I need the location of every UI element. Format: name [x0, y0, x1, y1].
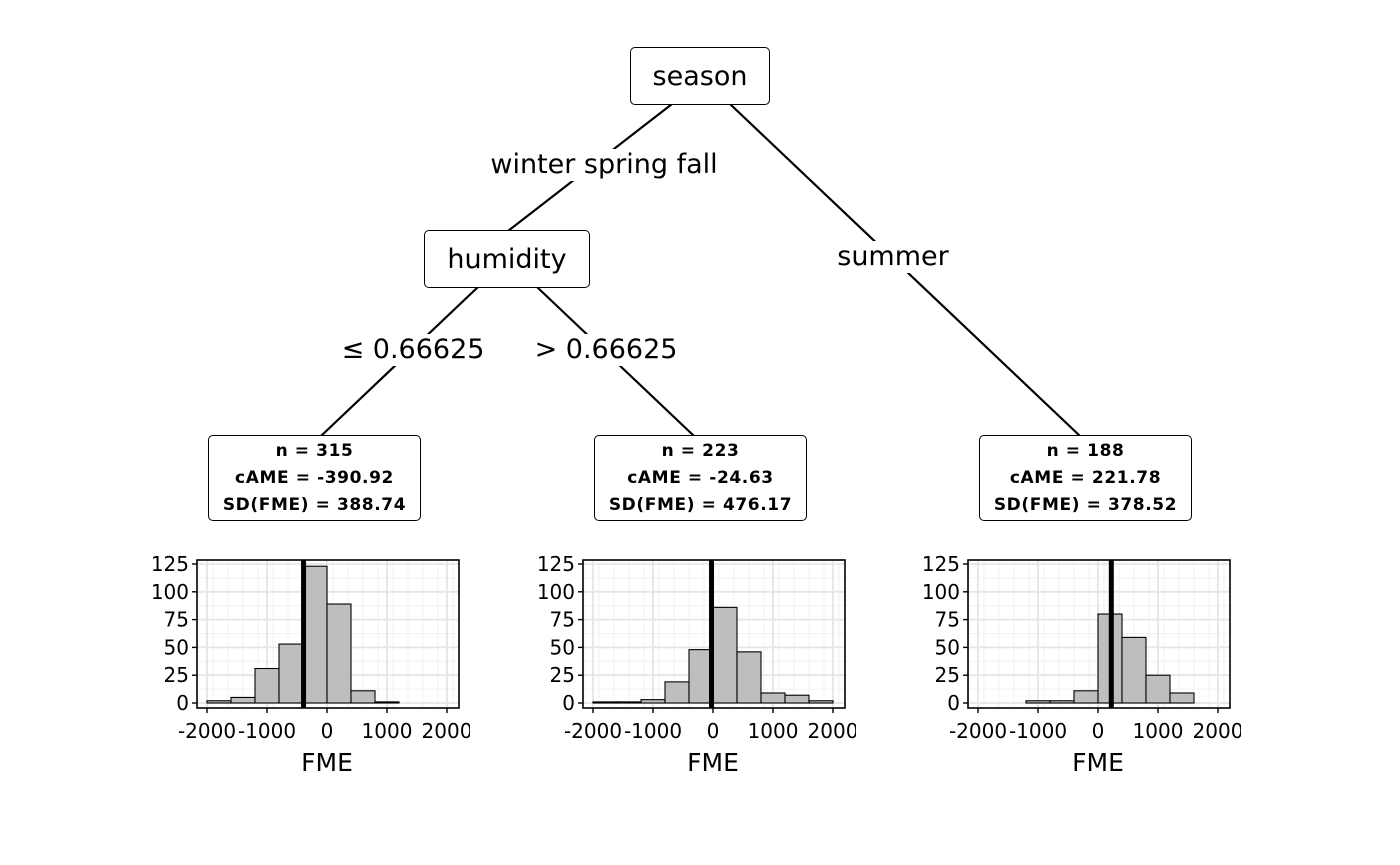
- leaf-n: n = 315: [275, 440, 354, 461]
- y-tick-label: 100: [922, 580, 960, 604]
- y-tick-label: 50: [164, 635, 189, 659]
- histogram-leaf-2: 0 25 50 75 100 125 -2000 -1000 0 1000 2000 FME: [537, 552, 856, 777]
- edge-label-summer: summer: [834, 241, 952, 273]
- y-tick-label: 25: [550, 663, 575, 687]
- x-tick-label: 2000: [1193, 719, 1241, 743]
- histogram-bar: [1073, 690, 1099, 704]
- root-node-season: season: [630, 47, 770, 105]
- histogram-bar: [1169, 692, 1195, 704]
- histogram-bar: [664, 681, 690, 704]
- histogram-bar: [1025, 700, 1051, 704]
- y-tick-label: 75: [550, 608, 575, 632]
- histogram-bar: [784, 694, 810, 704]
- y-tick-label: 0: [562, 691, 575, 715]
- leaf-box-3: n = 188 cAME = 221.78 SD(FME) = 378.52: [979, 435, 1192, 521]
- x-tick-label: 1000: [1133, 719, 1184, 743]
- leaf-came: cAME = -24.63: [627, 467, 774, 488]
- root-node-label: season: [652, 60, 748, 92]
- leaf-n: n = 223: [661, 440, 740, 461]
- x-axis-label: FME: [687, 748, 739, 777]
- histogram-bar: [1145, 674, 1171, 704]
- edge-label-humidity-le: ≤ 0.66625: [338, 334, 488, 366]
- x-tick-label: -2000: [178, 719, 236, 743]
- panel-border: [582, 559, 846, 709]
- leaf-box-2: n = 223 cAME = -24.63 SD(FME) = 476.17: [594, 435, 807, 521]
- x-axis-label: FME: [1072, 748, 1124, 777]
- histogram-bar: [640, 699, 666, 704]
- x-tick-label: -1000: [624, 719, 682, 743]
- histogram-bar: [230, 696, 256, 704]
- panel-border: [196, 559, 460, 709]
- x-tick-label: -2000: [564, 719, 622, 743]
- y-tick-label: 125: [537, 552, 575, 576]
- edge-label-winter-spring-fall: winter spring fall: [487, 149, 721, 181]
- histogram-bar: [616, 701, 642, 704]
- leaf-sd: SD(FME) = 378.52: [993, 494, 1178, 515]
- leaf-sd: SD(FME) = 388.74: [222, 494, 407, 515]
- y-tick-label: 25: [164, 663, 189, 687]
- leaf-box-1: n = 315 cAME = -390.92 SD(FME) = 388.74: [208, 435, 421, 521]
- leaf-n: n = 188: [1046, 440, 1125, 461]
- x-tick-label: 1000: [748, 719, 799, 743]
- panel-border: [967, 559, 1231, 709]
- leaf-came: cAME = 221.78: [1009, 467, 1162, 488]
- histogram-bar: [760, 692, 786, 704]
- x-tick-label: 1000: [362, 719, 413, 743]
- histogram-bar: [278, 643, 304, 704]
- histogram-bar: [712, 606, 738, 704]
- histogram-bar: [1121, 636, 1147, 704]
- histogram-bar: [326, 603, 352, 704]
- y-tick-label: 0: [947, 691, 960, 715]
- histogram-bar: [808, 700, 834, 704]
- y-tick-label: 75: [935, 608, 960, 632]
- histogram-bar: [592, 701, 618, 704]
- histogram-bar: [374, 701, 400, 704]
- histogram-bar: [302, 565, 328, 704]
- edge-label-humidity-gt: > 0.66625: [531, 334, 681, 366]
- y-tick-label: 100: [537, 580, 575, 604]
- y-tick-label: 0: [176, 691, 189, 715]
- y-tick-label: 50: [550, 635, 575, 659]
- y-tick-label: 75: [164, 608, 189, 632]
- x-tick-label: -2000: [949, 719, 1007, 743]
- histogram-leaf-3: 0 25 50 75 100 125 -2000 -1000 0 1000 2000 FME: [922, 552, 1241, 777]
- histogram-bar: [350, 690, 376, 704]
- histogram-leaf-1: 0 25 50 75 100 125 -2000 -1000 0 1000 2000 FME: [151, 552, 470, 777]
- y-tick-label: 100: [151, 580, 189, 604]
- histogram-bar: [206, 700, 232, 704]
- histogram-bar: [254, 667, 280, 704]
- x-tick-label: 0: [321, 719, 334, 743]
- x-tick-label: 0: [707, 719, 720, 743]
- y-tick-label: 25: [935, 663, 960, 687]
- histogram-bar: [1049, 700, 1075, 704]
- y-tick-label: 125: [151, 552, 189, 576]
- x-axis-label: FME: [301, 748, 353, 777]
- x-tick-label: 0: [1092, 719, 1105, 743]
- x-tick-label: -1000: [238, 719, 296, 743]
- humidity-node-label: humidity: [447, 243, 567, 275]
- y-tick-label: 50: [935, 635, 960, 659]
- x-tick-label: -1000: [1009, 719, 1067, 743]
- histogram-bar: [736, 651, 762, 704]
- x-tick-label: 2000: [422, 719, 470, 743]
- node-humidity: humidity: [424, 230, 590, 288]
- x-tick-label: 2000: [808, 719, 856, 743]
- leaf-sd: SD(FME) = 476.17: [608, 494, 793, 515]
- y-tick-label: 125: [922, 552, 960, 576]
- leaf-came: cAME = -390.92: [235, 467, 394, 488]
